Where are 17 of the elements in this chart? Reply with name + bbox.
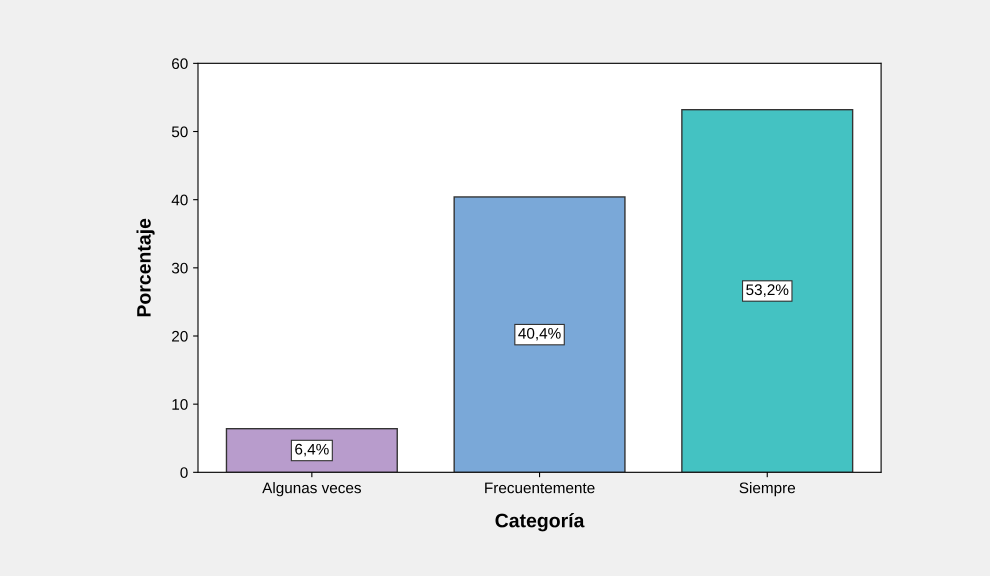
x-tick-label: Algunas veces xyxy=(262,482,361,496)
y-axis-title: Porcentaje xyxy=(136,218,155,316)
x-tick-label: Frecuentemente xyxy=(485,482,594,494)
y-tick-label: 0 xyxy=(180,467,188,478)
x-axis-title: Categoría xyxy=(496,512,585,532)
bar xyxy=(681,109,854,472)
data-label: 53,2% xyxy=(746,284,788,297)
data-label: 6,4% xyxy=(295,444,329,456)
x-tick-label: Siempre xyxy=(740,482,796,496)
y-tick-label: 60 xyxy=(172,58,188,70)
data-label: 40,4% xyxy=(518,328,561,341)
y-tick-label: 50 xyxy=(172,126,188,138)
bar xyxy=(453,196,626,472)
y-tick-label: 40 xyxy=(172,194,188,206)
y-tick-label: 10 xyxy=(172,399,188,410)
y-tick-label: 30 xyxy=(172,262,188,274)
y-tick-label: 20 xyxy=(172,330,188,342)
